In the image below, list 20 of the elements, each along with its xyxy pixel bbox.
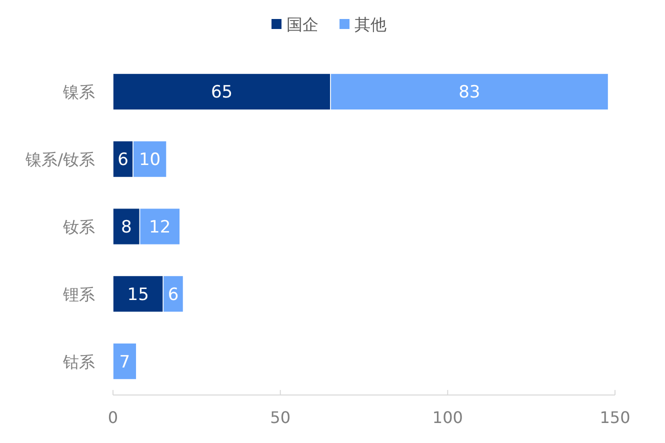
y-tick-label: 钕系	[62, 218, 95, 236]
data-label: 83	[458, 82, 480, 103]
legend-label: 国企	[286, 15, 318, 34]
data-label: 15	[127, 284, 149, 305]
data-label: 7	[119, 352, 130, 372]
y-tick-label: 钴系	[62, 352, 95, 372]
data-label: 8	[120, 218, 132, 238]
data-label: 65	[210, 82, 233, 103]
data-label: 12	[149, 218, 171, 238]
x-tick-label: 50	[270, 408, 291, 427]
y-tick-label: 锂系	[62, 284, 95, 304]
legend-label: 其他	[354, 15, 386, 34]
x-tick-label: 150	[600, 408, 630, 427]
data-label: 6	[118, 150, 128, 170]
y-tick-label: 镍系/钕系	[24, 150, 95, 170]
data-label: 6	[168, 284, 179, 305]
x-tick-label: 0	[108, 408, 118, 427]
data-label: 10	[138, 150, 161, 170]
y-tick-label: 镍系	[62, 82, 95, 102]
x-tick-label: 100	[432, 408, 463, 427]
